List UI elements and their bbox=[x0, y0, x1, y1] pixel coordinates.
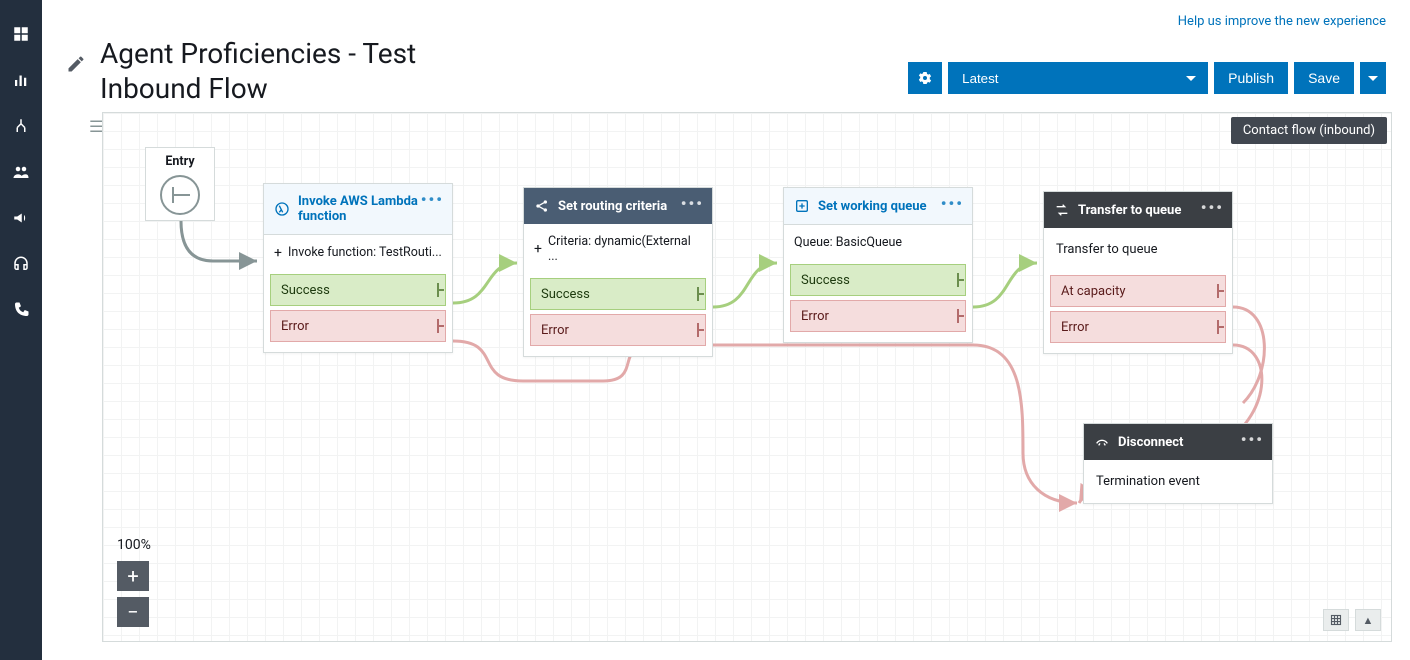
port-success[interactable]: Success bbox=[270, 274, 446, 306]
queue-icon bbox=[794, 198, 810, 214]
users-icon[interactable] bbox=[11, 162, 31, 182]
node-transfer[interactable]: Transfer to queue ••• Transfer to queue … bbox=[1043, 191, 1233, 354]
node-disconnect-header[interactable]: Disconnect ••• bbox=[1084, 424, 1272, 460]
port-handle-icon bbox=[956, 271, 966, 289]
port-success[interactable]: Success bbox=[790, 264, 966, 296]
canvas-view-controls: ▲ bbox=[1323, 609, 1381, 631]
node-menu-icon[interactable]: ••• bbox=[681, 194, 704, 213]
port-handle-icon bbox=[436, 281, 446, 299]
zoom-level: 100% bbox=[117, 537, 151, 553]
port-capacity[interactable]: At capacity bbox=[1050, 275, 1226, 307]
zoom-controls: 100% + − bbox=[117, 537, 151, 627]
save-button[interactable]: Save bbox=[1294, 62, 1354, 94]
node-transfer-title: Transfer to queue bbox=[1078, 203, 1181, 218]
port-error[interactable]: Error bbox=[530, 314, 706, 346]
port-handle-icon bbox=[696, 321, 706, 339]
node-routing-title: Set routing criteria bbox=[558, 199, 667, 214]
headset-icon[interactable] bbox=[11, 254, 31, 274]
node-disconnect[interactable]: Disconnect ••• Termination event bbox=[1083, 423, 1273, 504]
node-queue-body: Queue: BasicQueue bbox=[784, 225, 972, 260]
port-handle-icon bbox=[696, 285, 706, 303]
port-error[interactable]: Error bbox=[1050, 311, 1226, 343]
node-menu-icon[interactable]: ••• bbox=[1201, 198, 1224, 217]
port-handle-icon bbox=[436, 317, 446, 335]
flow-type-badge: Contact flow (inbound) bbox=[1231, 117, 1387, 144]
announce-icon[interactable] bbox=[11, 208, 31, 228]
flow-canvas[interactable]: ☰ Contact flow (inbound) bbox=[102, 112, 1392, 642]
node-lambda[interactable]: Invoke AWS Lambda function ••• + Invoke … bbox=[263, 183, 453, 353]
edit-title-icon[interactable] bbox=[66, 54, 86, 74]
transfer-icon bbox=[1054, 202, 1070, 218]
node-disconnect-body: Termination event bbox=[1084, 460, 1272, 503]
settings-button[interactable] bbox=[908, 62, 942, 94]
save-menu-button[interactable] bbox=[1360, 62, 1386, 94]
node-lambda-header[interactable]: Invoke AWS Lambda function ••• bbox=[264, 184, 452, 235]
version-select[interactable]: Latest bbox=[948, 62, 1208, 94]
port-handle-icon bbox=[956, 307, 966, 325]
node-routing-header[interactable]: Set routing criteria ••• bbox=[524, 188, 712, 224]
port-handle-icon bbox=[1216, 318, 1226, 336]
node-menu-icon[interactable]: ••• bbox=[1241, 430, 1264, 449]
node-transfer-header[interactable]: Transfer to queue ••• bbox=[1044, 192, 1232, 228]
entry-node[interactable]: Entry bbox=[145, 147, 215, 221]
lambda-icon bbox=[274, 201, 290, 217]
node-menu-icon[interactable]: ••• bbox=[421, 190, 444, 209]
dashboard-icon[interactable] bbox=[11, 24, 31, 44]
header-actions: Latest Publish Save bbox=[908, 62, 1386, 94]
routing-icon[interactable] bbox=[11, 116, 31, 136]
metrics-icon[interactable] bbox=[11, 70, 31, 90]
entry-label: Entry bbox=[165, 154, 194, 169]
feedback-link[interactable]: Help us improve the new experience bbox=[1178, 14, 1386, 29]
port-success[interactable]: Success bbox=[530, 278, 706, 310]
node-queue-header[interactable]: Set working queue ••• bbox=[784, 188, 972, 225]
left-sidebar bbox=[0, 0, 42, 660]
zoom-out-button[interactable]: − bbox=[117, 597, 149, 627]
flow-title: Agent Proficiencies - Test Inbound Flow bbox=[100, 36, 420, 106]
entry-icon bbox=[160, 175, 200, 215]
node-queue-title: Set working queue bbox=[818, 199, 927, 214]
node-disconnect-title: Disconnect bbox=[1118, 435, 1183, 450]
share-icon bbox=[534, 198, 550, 214]
node-menu-icon[interactable]: ••• bbox=[941, 194, 964, 213]
publish-button[interactable]: Publish bbox=[1214, 62, 1288, 94]
port-error[interactable]: Error bbox=[270, 310, 446, 342]
node-transfer-body: Transfer to queue bbox=[1044, 228, 1232, 271]
collapse-panel-button[interactable]: ▲ bbox=[1355, 609, 1381, 631]
phone-icon[interactable] bbox=[11, 300, 31, 320]
expand-icon[interactable]: + bbox=[534, 242, 542, 256]
panel-toggle-icon[interactable]: ☰ bbox=[89, 117, 103, 131]
zoom-in-button[interactable]: + bbox=[117, 561, 149, 591]
fit-view-button[interactable] bbox=[1323, 609, 1349, 631]
node-routing-body: + Criteria: dynamic(External ... bbox=[524, 224, 712, 274]
node-lambda-body: + Invoke function: TestRouti... bbox=[264, 235, 452, 270]
port-error[interactable]: Error bbox=[790, 300, 966, 332]
node-routing[interactable]: Set routing criteria ••• + Criteria: dyn… bbox=[523, 187, 713, 357]
expand-icon[interactable]: + bbox=[274, 246, 282, 260]
main-area: Help us improve the new experience Agent… bbox=[42, 0, 1410, 660]
disconnect-icon bbox=[1094, 434, 1110, 450]
port-handle-icon bbox=[1216, 282, 1226, 300]
node-queue[interactable]: Set working queue ••• Queue: BasicQueue … bbox=[783, 187, 973, 343]
